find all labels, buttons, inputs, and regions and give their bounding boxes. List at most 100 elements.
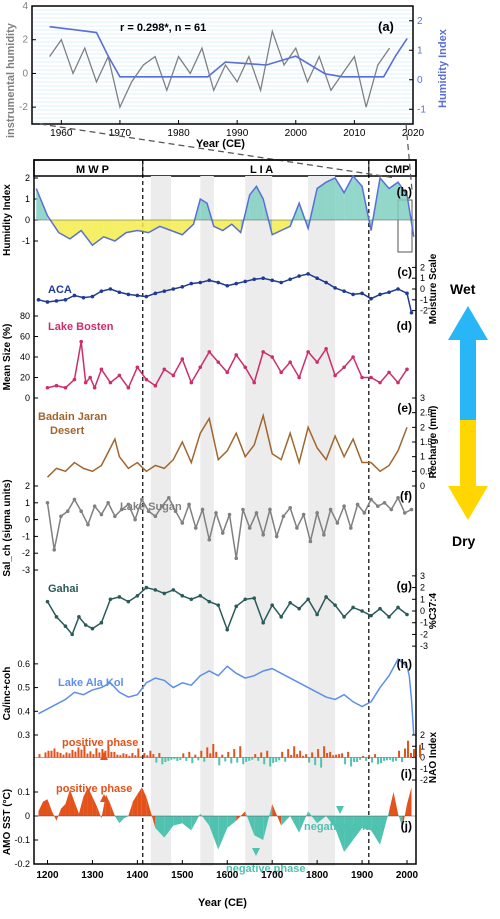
humidity-fill: [380, 178, 390, 220]
panel-e-series-name: Desert: [50, 425, 85, 437]
y-tick-label: -2: [22, 548, 30, 558]
c-point: [279, 280, 283, 285]
y-tick-label: 0: [25, 811, 30, 821]
x-tick-label: 1200: [36, 870, 59, 881]
amo-negative-label-1: negative phase: [304, 821, 383, 833]
h-line: [38, 657, 415, 736]
nao-bar: [293, 746, 296, 758]
humidity-fill: [317, 182, 327, 220]
y-tick-label: 0: [420, 481, 425, 491]
nao-bar: [374, 754, 377, 758]
amo-fill: [290, 816, 300, 833]
panel-i-series: [34, 740, 422, 768]
nao-bar: [353, 757, 356, 762]
nao-bar: [245, 757, 248, 762]
y-tick-label: 0: [25, 215, 30, 225]
nao-bar: [77, 747, 80, 758]
instrumental-humidity-line: [49, 28, 391, 110]
y-tick-label: 1.5: [420, 437, 433, 447]
amo-fill: [105, 794, 111, 816]
nao-bar: [170, 757, 173, 760]
c-point: [216, 280, 221, 285]
nao-bar: [98, 752, 101, 758]
period-cmp: CMP: [385, 164, 409, 176]
x-tick-label: 2010: [343, 128, 366, 139]
g-point: [261, 620, 266, 625]
g-point: [270, 603, 274, 607]
nao-bar: [173, 757, 176, 760]
amo-fill: [227, 816, 237, 828]
nao-bar: [182, 753, 185, 758]
nao-bar: [371, 757, 374, 763]
g-point: [351, 605, 355, 610]
d-point: [117, 373, 122, 378]
d-point: [135, 365, 140, 370]
nao-bar: [125, 754, 128, 758]
f-point: [268, 507, 272, 512]
amo-fill: [38, 801, 43, 816]
nao-bar: [242, 757, 245, 765]
d-point: [252, 380, 257, 385]
amo-fill: [389, 792, 394, 816]
nao-bar: [287, 749, 290, 758]
panel-g-series: [45, 585, 409, 637]
lia-shade: [308, 176, 336, 866]
y-tick-label: 0: [420, 753, 425, 763]
humidity-fill: [81, 220, 93, 246]
g-point: [315, 612, 319, 617]
panel-g-label: (g): [397, 579, 412, 593]
nao-bar: [383, 757, 386, 761]
y-tick-label: -2: [420, 775, 428, 785]
nao-bar: [413, 749, 416, 758]
y-axis-label: Sal_ch (sigma units): [2, 479, 13, 576]
nao-bar: [110, 751, 113, 758]
x-tick-label: 2000: [285, 128, 308, 139]
amo-positive-arrow: [100, 794, 108, 802]
c-point: [252, 277, 257, 282]
amo-fill: [164, 816, 174, 838]
f-point: [409, 507, 414, 512]
nao-bar: [47, 750, 50, 758]
d-point: [351, 355, 355, 359]
amo-fill: [47, 799, 52, 816]
y-left-tick-label: 4: [22, 1, 28, 12]
f-point: [227, 512, 232, 517]
nao-bar: [179, 757, 182, 761]
d-point: [83, 380, 88, 385]
y-tick-label: 1: [420, 741, 425, 751]
nao-bar: [329, 751, 332, 758]
amo-fill: [123, 816, 129, 819]
c-point: [45, 300, 50, 304]
x-tick-label: 1990: [226, 128, 249, 139]
y-tick-label: -3: [22, 565, 30, 575]
c-point: [351, 292, 355, 297]
y-tick-label: 80: [20, 311, 30, 321]
g-point: [117, 595, 122, 599]
nao-bar: [326, 753, 329, 758]
f-point: [52, 548, 57, 552]
nao-positive-arrow: [100, 752, 108, 760]
amo-fill: [200, 813, 210, 826]
dry-label: Dry: [452, 533, 476, 549]
amo-fill: [209, 816, 219, 850]
amo-fill: [393, 792, 399, 816]
y-tick-label: 1: [420, 594, 425, 604]
panel-e-label-group: (e): [397, 401, 412, 415]
y-tick-label: 2: [25, 173, 30, 183]
panel-h-series: [38, 657, 415, 736]
nao-bar: [392, 757, 395, 762]
g-point: [297, 606, 301, 611]
d-point: [378, 380, 382, 385]
x-tick-label: 2000: [396, 870, 419, 881]
f-point: [342, 504, 346, 508]
c-point: [342, 289, 346, 293]
humidity-fill: [344, 175, 354, 220]
nao-bar: [362, 755, 365, 758]
f-point: [281, 514, 286, 519]
moisture-arrow: Wet Dry: [448, 281, 488, 549]
c-point: [81, 295, 86, 300]
amo-fill: [353, 816, 363, 840]
nao-bar: [290, 754, 293, 758]
